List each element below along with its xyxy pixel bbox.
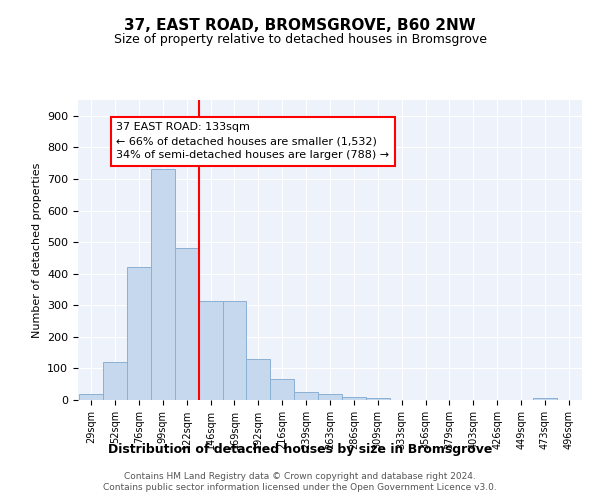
Bar	[294, 392, 318, 400]
Bar	[175, 248, 199, 400]
Text: Contains HM Land Registry data © Crown copyright and database right 2024.: Contains HM Land Registry data © Crown c…	[124, 472, 476, 481]
Bar	[127, 268, 151, 400]
Y-axis label: Number of detached properties: Number of detached properties	[32, 162, 41, 338]
Bar	[79, 394, 103, 400]
Text: 37, EAST ROAD, BROMSGROVE, B60 2NW: 37, EAST ROAD, BROMSGROVE, B60 2NW	[124, 18, 476, 32]
Bar	[247, 359, 270, 400]
Bar	[318, 394, 342, 400]
Bar	[366, 398, 390, 400]
Text: Distribution of detached houses by size in Bromsgrove: Distribution of detached houses by size …	[108, 442, 492, 456]
Bar	[270, 380, 294, 400]
Bar	[103, 362, 127, 400]
Bar	[199, 300, 223, 400]
Text: Contains public sector information licensed under the Open Government Licence v3: Contains public sector information licen…	[103, 484, 497, 492]
Text: 37 EAST ROAD: 133sqm
← 66% of detached houses are smaller (1,532)
34% of semi-de: 37 EAST ROAD: 133sqm ← 66% of detached h…	[116, 122, 389, 160]
Bar	[533, 398, 557, 400]
Text: Size of property relative to detached houses in Bromsgrove: Size of property relative to detached ho…	[113, 32, 487, 46]
Bar	[151, 170, 175, 400]
Bar	[223, 300, 247, 400]
Bar	[342, 397, 366, 400]
